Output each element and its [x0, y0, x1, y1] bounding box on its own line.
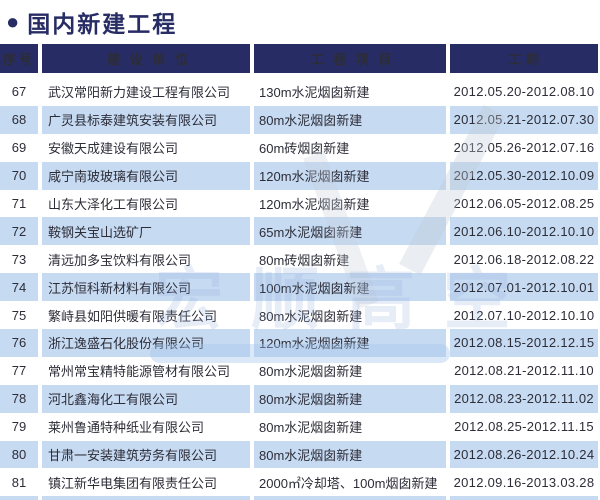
- partial-next-row: [0, 496, 598, 500]
- project-period: 2012.08.23-2012.11.02: [450, 384, 598, 413]
- project-name: 100m水泥烟囱新建: [254, 273, 446, 302]
- table-row: 73 清远加多宝饮料有限公司 80m砖烟囱新建 2012.06.18-2012.…: [0, 245, 598, 273]
- company-name: 广灵县标泰建筑安装有限公司: [42, 105, 250, 134]
- project-period: 2012.05.20-2012.08.10: [453, 84, 595, 100]
- project-name: 80m水泥烟囱新建: [259, 420, 363, 436]
- table-body: 67 武汉常阳新力建设工程有限公司 130m水泥烟囱新建 2012.05.20-…: [0, 78, 598, 496]
- table-row: 67 武汉常阳新力建设工程有限公司 130m水泥烟囱新建 2012.05.20-…: [0, 78, 598, 106]
- project-period: 2012.09.16-2013.03.28: [453, 474, 595, 490]
- row-number: 81: [11, 474, 27, 490]
- company-name: 鞍钢关宝山选矿厂: [42, 217, 250, 246]
- project-name: 2000㎡冷却塔、100m烟囱新建: [259, 475, 438, 491]
- company-name: 镇江新华电集团有限责任公司: [48, 475, 218, 491]
- company-name: 武汉常阳新力建设工程有限公司: [48, 85, 231, 101]
- table-row: 74 江苏恒科新材料有限公司 100m水泥烟囱新建 2012.07.01-201…: [0, 273, 598, 302]
- row-number: 70: [0, 161, 38, 190]
- table-row: 81 镇江新华电集团有限责任公司 2000㎡冷却塔、100m烟囱新建 2012.…: [0, 468, 598, 496]
- company-name: 江苏恒科新材料有限公司: [42, 273, 250, 302]
- page-title: ● 国内新建工程: [0, 0, 600, 44]
- project-period: 2012.05.26-2012.07.16: [453, 140, 595, 156]
- company-name: 甘肃一安装建筑劳务有限公司: [42, 440, 250, 469]
- table-row: 71 山东大泽化工有限公司 120m水泥烟囱新建 2012.06.05-2012…: [0, 190, 598, 218]
- row-number: 74: [0, 273, 38, 302]
- table-row: 69 安徽天成建设有限公司 60m砖烟囱新建 2012.05.26-2012.0…: [0, 134, 598, 162]
- table-row: 76 浙江逸盛石化股份有限公司 120m水泥烟囱新建 2012.08.15-20…: [0, 329, 598, 357]
- row-number: 67: [11, 84, 27, 100]
- project-name: 80m水泥烟囱新建: [254, 384, 446, 413]
- company-name: 繁峙县如阳供暖有限责任公司: [48, 308, 218, 324]
- company-name: 清远加多宝饮料有限公司: [48, 252, 192, 268]
- project-period: 2012.05.30-2012.10.09: [450, 161, 598, 190]
- table-header-row: 序号 建 设 单 位 工 程 项 目 工 期: [0, 44, 598, 73]
- projects-table: 序号 建 设 单 位 工 程 项 目 工 期 67 武汉常阳新力建设工程有限公司…: [0, 44, 598, 500]
- page-title-text: 国内新建工程: [27, 11, 178, 37]
- table-row: 80 甘肃一安装建筑劳务有限公司 80m水泥烟囱新建 2012.08.26-20…: [0, 440, 598, 469]
- company-name: 河北鑫海化工有限公司: [42, 384, 250, 413]
- project-name: 80m水泥烟囱新建: [259, 364, 363, 380]
- project-name: 80m水泥烟囱新建: [254, 440, 446, 469]
- company-name: 山东大泽化工有限公司: [48, 197, 179, 212]
- project-period: 2012.08.21-2012.11.10: [454, 363, 594, 379]
- project-period: 2012.08.26-2012.10.24: [450, 440, 598, 469]
- project-period: 2012.08.15-2012.12.15: [450, 329, 598, 357]
- project-period: 2012.06.18-2012.08.22: [453, 251, 595, 267]
- company-name: 莱州鲁通特种纸业有限公司: [48, 420, 205, 436]
- company-name: 安徽天成建设有限公司: [48, 141, 179, 157]
- row-number: 73: [11, 251, 27, 267]
- row-number: 79: [11, 419, 27, 435]
- row-number: 77: [11, 363, 27, 379]
- table-row: 72 鞍钢关宝山选矿厂 65m水泥烟囱新建 2012.06.10-2012.10…: [0, 217, 598, 246]
- column-header-project: 工 程 项 目: [254, 44, 446, 73]
- row-number: 78: [0, 384, 38, 413]
- company-name: 咸宁南玻玻璃有限公司: [42, 161, 250, 190]
- project-period: 2012.07.01-2012.10.01: [450, 273, 598, 302]
- project-name: 60m砖烟囱新建: [259, 141, 350, 157]
- table-row: 77 常州常宝精特能源管材有限公司 80m水泥烟囱新建 2012.08.21-2…: [0, 357, 598, 385]
- table-row: 75 繁峙县如阳供暖有限责任公司 80m水泥烟囱新建 2012.07.10-20…: [0, 301, 598, 329]
- table-row: 78 河北鑫海化工有限公司 80m水泥烟囱新建 2012.08.23-2012.…: [0, 384, 598, 413]
- project-name: 120m水泥烟囱新建: [254, 329, 446, 357]
- project-period: 2012.07.10-2012.10.10: [453, 307, 595, 323]
- project-name: 120m水泥烟囱新建: [259, 197, 370, 212]
- company-name: 浙江逸盛石化股份有限公司: [42, 329, 250, 357]
- table-row: 70 咸宁南玻玻璃有限公司 120m水泥烟囱新建 2012.05.30-2012…: [0, 161, 598, 190]
- row-number: 72: [0, 217, 38, 246]
- row-number: 76: [0, 329, 38, 357]
- row-number: 71: [11, 196, 27, 211]
- project-period: 2012.06.05-2012.08.25: [453, 196, 595, 211]
- table-row: 79 莱州鲁通特种纸业有限公司 80m水泥烟囱新建 2012.08.25-201…: [0, 413, 598, 441]
- row-number: 69: [11, 140, 27, 156]
- project-name: 130m水泥烟囱新建: [259, 85, 370, 101]
- project-period: 2012.08.25-2012.11.15: [454, 419, 594, 435]
- row-number: 68: [0, 105, 38, 134]
- project-name: 65m水泥烟囱新建: [254, 217, 446, 246]
- project-period: 2012.06.10-2012.10.10: [450, 217, 598, 246]
- project-period: 2012.05.21-2012.07.30: [450, 105, 598, 134]
- column-header-period: 工 期: [450, 44, 598, 73]
- project-name: 80m砖烟囱新建: [259, 252, 350, 268]
- bullet-icon: ●: [6, 9, 20, 34]
- project-name: 80m水泥烟囱新建: [254, 105, 446, 134]
- column-header-no: 序号: [0, 44, 38, 73]
- table-row: 68 广灵县标泰建筑安装有限公司 80m水泥烟囱新建 2012.05.21-20…: [0, 105, 598, 134]
- row-number: 80: [0, 440, 38, 469]
- company-name: 常州常宝精特能源管材有限公司: [48, 364, 231, 380]
- project-name: 120m水泥烟囱新建: [254, 161, 446, 190]
- column-header-company: 建 设 单 位: [42, 44, 250, 73]
- project-name: 80m水泥烟囱新建: [259, 308, 363, 324]
- row-number: 75: [11, 307, 27, 323]
